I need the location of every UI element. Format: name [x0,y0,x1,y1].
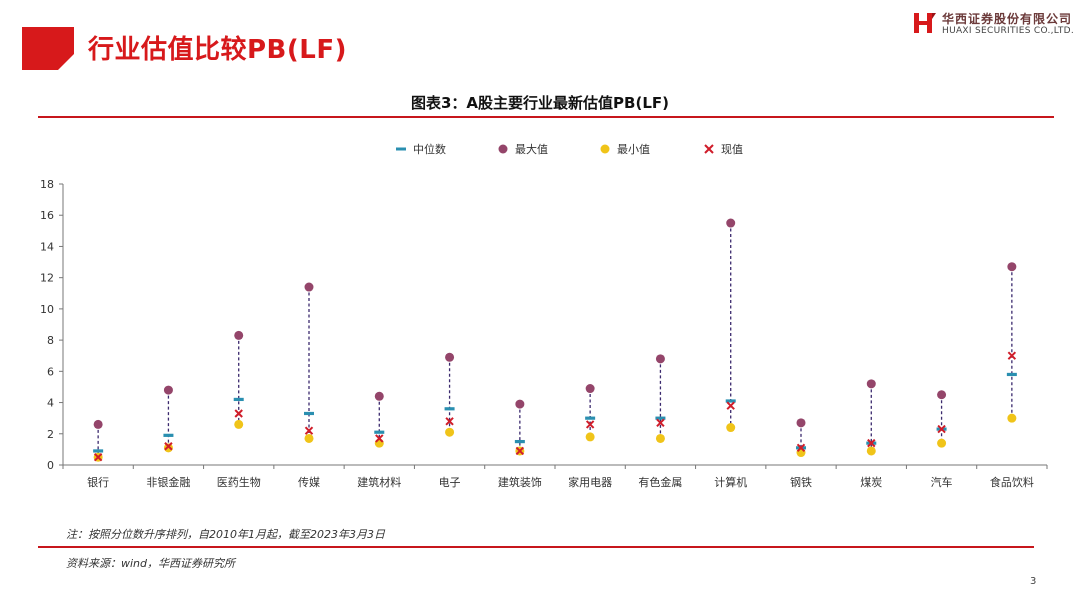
median-marker [444,407,455,411]
current-marker [867,438,876,448]
company-name-en: HUAXI SECURITIES CO.,LTD. [942,26,1075,36]
max-point [304,282,314,292]
median-marker [304,411,314,416]
max-point [585,384,595,394]
min-point [726,423,736,433]
max-point [163,385,173,395]
median-marker [163,433,174,437]
current-marker [585,420,595,429]
current-marker [164,442,173,451]
legend-marker-max [498,144,508,154]
min-point [374,438,384,448]
category-label: 家用电器 [568,475,612,489]
current-marker [304,426,314,435]
max-point [726,218,736,228]
y-tick-label: 16 [40,209,54,222]
current-marker [726,401,735,410]
category-label: 汽车 [931,475,953,489]
min-point [655,433,665,443]
page-number: 3 [1030,576,1037,587]
current-marker [375,434,384,443]
category-label: 建筑材料 [357,475,401,489]
min-point [163,443,173,453]
legend-marker-median [396,147,406,151]
current-marker [796,443,806,453]
median-marker [93,449,104,453]
max-point [1007,262,1017,272]
legend-label-max: 最大值 [515,143,548,156]
legend-label-median: 中位数 [413,143,446,156]
current-marker [937,424,946,434]
median-marker [655,416,666,420]
min-point [585,432,595,442]
median-marker [725,399,736,403]
median-marker [374,430,385,434]
category-label: 医药生物 [217,475,261,489]
category-label: 电子 [439,476,461,489]
category-label: 食品饮料 [990,475,1034,489]
y-tick-label: 18 [40,178,54,191]
current-marker [234,409,243,418]
max-point [93,419,103,429]
y-tick-label: 8 [47,334,54,347]
median-marker [1006,372,1017,377]
min-point [445,427,455,437]
max-point [515,399,525,409]
category-label: 建筑装饰 [498,475,542,489]
category-label: 非银金融 [146,475,190,489]
category-label: 钢铁 [790,476,812,489]
current-marker [656,418,665,428]
category-label: 计算机 [714,475,747,489]
max-point [796,418,806,428]
y-tick-label: 4 [47,397,54,410]
page-title: 行业估值比较PB(LF) [88,35,347,65]
category-label: 传媒 [298,476,320,489]
max-point [445,352,455,362]
y-tick-label: 12 [40,272,54,285]
legend-marker-min [600,144,610,154]
footer-rule [38,546,1034,548]
y-tick-label: 6 [47,365,54,378]
median-marker [514,439,525,444]
header-accent-bar [22,27,74,70]
current-marker [445,417,454,426]
max-point [937,390,947,400]
current-marker [515,446,525,456]
y-tick-label: 2 [47,428,54,441]
current-marker [1007,351,1017,360]
legend-label-current: 现值 [721,143,743,156]
min-point [937,438,947,448]
y-tick-label: 10 [40,303,54,316]
median-marker [233,397,244,402]
max-point [655,354,665,364]
max-point [866,379,876,389]
legend-item-min: 最小值 [599,141,650,157]
category-label: 煤炭 [860,476,882,489]
category-label: 有色金属 [638,475,682,489]
data-source: 资料来源：wind，华西证券研究所 [66,557,236,570]
y-tick-label: 0 [47,459,54,472]
max-point [234,330,244,340]
figure-title: 图表3：A股主要行业最新估值PB(LF) [411,94,669,112]
legend-item-max: 最大值 [497,141,548,157]
legend-label-min: 最小值 [617,143,650,156]
min-point [234,419,244,429]
min-point [1007,413,1017,423]
legend-item-median: 中位数 [395,141,446,157]
category-label: 银行 [87,475,109,489]
y-tick-label: 14 [40,240,54,253]
min-point [304,433,314,443]
chart-note: 注：按照分位数升序排列，自2010年1月起，截至2023年3月3日 [66,528,385,541]
current-marker [93,452,103,462]
company-logo [914,13,936,33]
legend-item-current: 现值 [703,141,743,157]
min-point [866,446,876,456]
company-name-cn: 华西证券股份有限公司 [942,12,1073,26]
max-point [374,391,384,401]
legend-marker-current [704,144,714,154]
figure-title-rule [38,116,1054,118]
median-marker [585,416,596,420]
